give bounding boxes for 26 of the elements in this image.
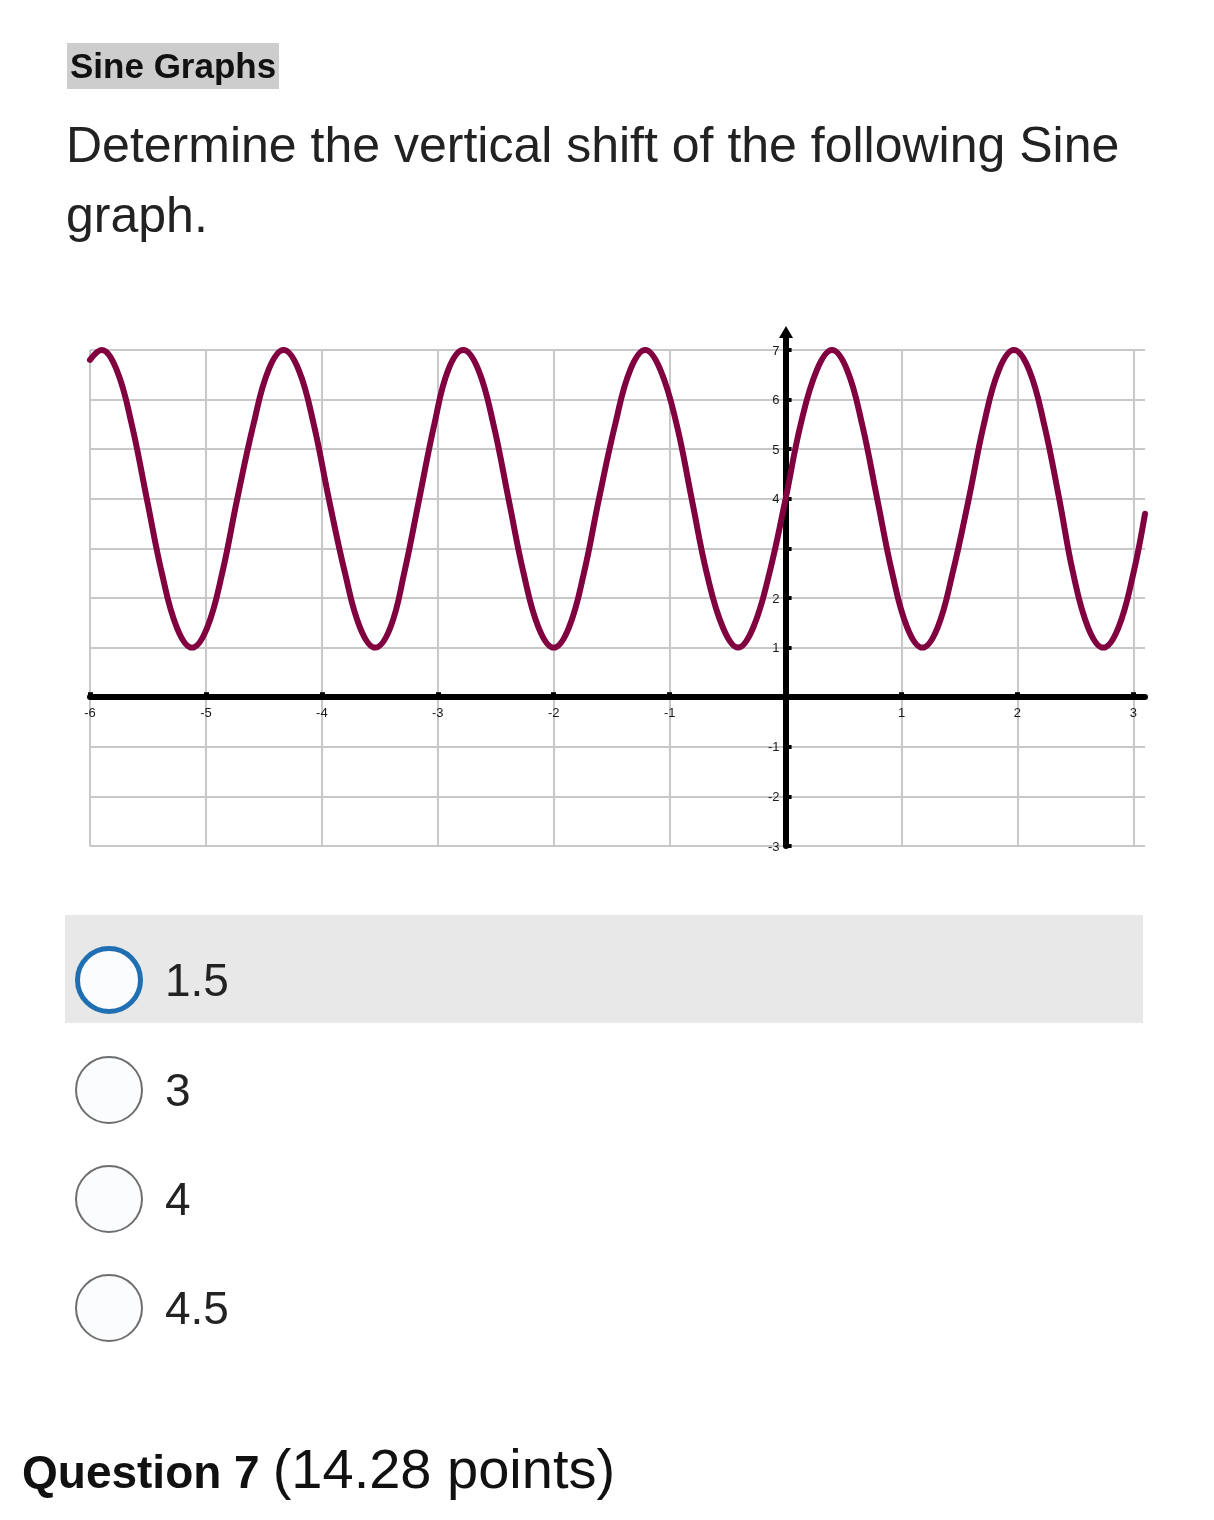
text: 3: [165, 1063, 191, 1118]
chart-title: Sine Graphs: [67, 43, 280, 89]
x-tick-label: -1: [663, 705, 676, 721]
y-tick-label: 2: [772, 590, 780, 606]
x-tick-label: -2: [547, 705, 560, 721]
y-tick-label: -1: [768, 739, 780, 755]
x-tick-label: -4: [316, 705, 328, 721]
y-tick-label: 1: [772, 640, 780, 656]
text: Question 7: [22, 1446, 260, 1498]
x-tick-label: -6: [84, 705, 96, 721]
x-tick-label: 2: [1013, 705, 1022, 721]
x-tick-label: 3: [1129, 705, 1138, 721]
y-tick-label: 6: [772, 392, 780, 408]
y-tick-label: -2: [768, 788, 780, 804]
text: 1.5: [165, 953, 229, 1008]
text: 4.5: [165, 1281, 229, 1336]
text: (14.28 points): [272, 1437, 616, 1500]
x-tick-label: -5: [200, 705, 212, 721]
chart-subtitle: Determine the vertical shift of the following Sine graph.: [66, 116, 1121, 245]
y-tick-label: 7: [772, 342, 780, 358]
y-tick-label: 5: [772, 441, 780, 457]
y-tick-label: -3: [768, 838, 780, 854]
text: 4: [165, 1172, 191, 1227]
x-tick-label: 1: [897, 705, 906, 721]
x-tick-label: -3: [432, 705, 444, 721]
y-tick-label: 4: [772, 491, 780, 507]
